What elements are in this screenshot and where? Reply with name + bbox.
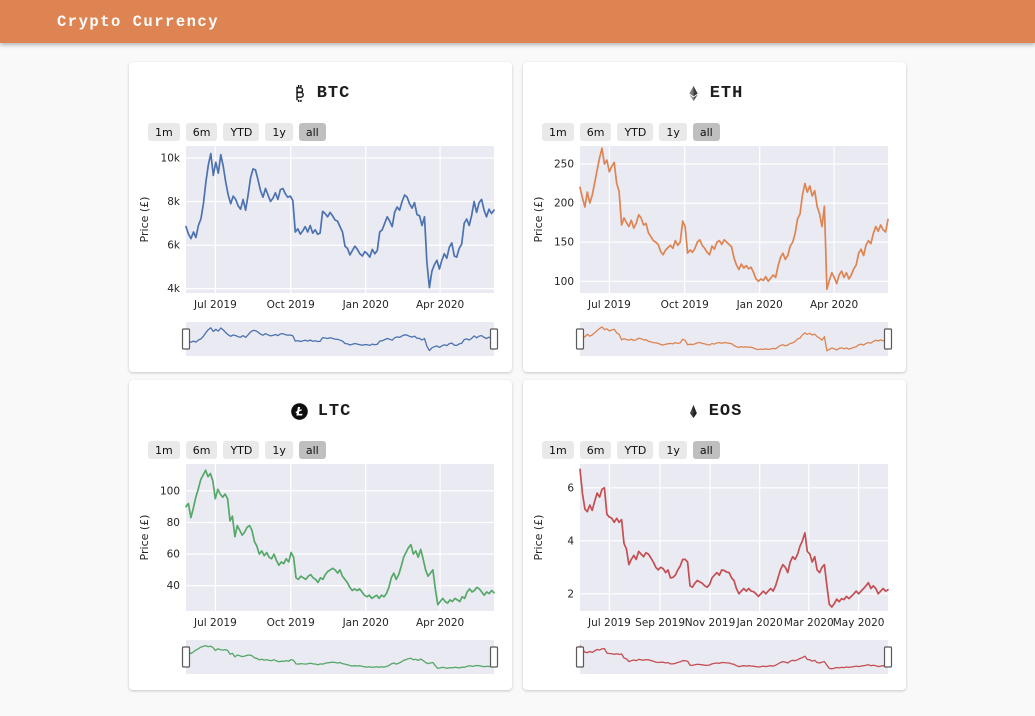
range-selector: 1m 6m YTD 1y all [148, 123, 512, 141]
svg-text:100: 100 [160, 485, 180, 497]
svg-text:Price (£): Price (£) [532, 515, 545, 561]
price-chart-btc[interactable]: 4k 6k 8k 10k Jul 2019 Oct 2019 Jan 2020 Apr 202… [129, 143, 512, 313]
range-button-ytd[interactable]: YTD [617, 441, 654, 459]
svg-text:Jan 2020: Jan 2020 [342, 299, 389, 311]
svg-text:150: 150 [554, 237, 574, 249]
range-button-all[interactable]: all [298, 441, 326, 459]
range-button-1y[interactable]: 1y [265, 123, 293, 141]
crypto-card-eth: ETH 1m 6m YTD 1y all 100 150 200 250 Jul 201… [523, 62, 906, 372]
eth-icon [686, 84, 701, 103]
nav-handle-right[interactable] [489, 646, 499, 668]
range-button-ytd[interactable]: YTD [617, 123, 654, 141]
range-button-1y[interactable]: 1y [265, 441, 293, 459]
svg-text:4: 4 [567, 535, 574, 547]
svg-text:Apr 2020: Apr 2020 [416, 299, 464, 311]
card-title: EOS [523, 399, 906, 423]
app-header: Crypto Currency [0, 0, 1035, 43]
svg-text:2: 2 [567, 588, 574, 600]
svg-text:Oct 2019: Oct 2019 [661, 299, 709, 311]
range-button-1m[interactable]: 1m [148, 123, 180, 141]
svg-text:10k: 10k [161, 153, 181, 165]
crypto-card-eos: EOS 1m 6m YTD 1y all 2 4 6 Jul 2019 Sep 2019… [523, 380, 906, 690]
range-button-all[interactable]: all [298, 123, 326, 141]
svg-text:Jul 2019: Jul 2019 [587, 617, 631, 629]
range-slider-ltc[interactable] [129, 637, 512, 677]
svg-text:Jul 2019: Jul 2019 [193, 617, 237, 629]
svg-text:Mar 2020: Mar 2020 [784, 617, 834, 629]
range-button-1y[interactable]: 1y [659, 123, 687, 141]
svg-text:8k: 8k [167, 196, 181, 208]
range-button-1m[interactable]: 1m [542, 123, 574, 141]
svg-text:Oct 2019: Oct 2019 [267, 617, 315, 629]
nav-handle-right[interactable] [883, 646, 893, 668]
range-slider-eos[interactable] [523, 637, 906, 677]
card-title-label: LTC [317, 401, 352, 421]
svg-text:Price (£): Price (£) [532, 197, 545, 243]
range-selector: 1m 6m YTD 1y all [542, 123, 906, 141]
btc-icon [291, 84, 308, 103]
price-chart-ltc[interactable]: 40 60 80 100 Jul 2019 Oct 2019 Jan 2020 Apr 202… [129, 461, 512, 631]
svg-text:80: 80 [167, 517, 180, 529]
svg-text:Nov 2019: Nov 2019 [685, 617, 736, 629]
range-button-all[interactable]: all [692, 441, 720, 459]
svg-text:6: 6 [567, 482, 574, 494]
svg-text:Price (£): Price (£) [138, 197, 151, 243]
app-title: Crypto Currency [57, 12, 220, 31]
svg-text:250: 250 [554, 159, 574, 171]
svg-text:100: 100 [554, 276, 574, 288]
svg-text:Ł: Ł [294, 405, 303, 418]
svg-text:6k: 6k [167, 240, 181, 252]
crypto-card-btc: BTC 1m 6m YTD 1y all 4k 6k 8k 10k Jul 2019 Oc… [129, 62, 512, 372]
range-selector: 1m 6m YTD 1y all [148, 441, 512, 459]
svg-text:Jan 2020: Jan 2020 [342, 617, 389, 629]
svg-text:60: 60 [167, 549, 180, 561]
nav-handle-left[interactable] [181, 328, 191, 350]
eos-icon [687, 402, 700, 421]
svg-text:40: 40 [167, 580, 180, 592]
range-button-1m[interactable]: 1m [542, 441, 574, 459]
range-selector: 1m 6m YTD 1y all [542, 441, 906, 459]
crypto-card-ltc: Ł LTC 1m 6m YTD 1y all 40 60 80 100 Jul 2019… [129, 380, 512, 690]
card-title: Ł LTC [129, 399, 512, 423]
range-button-ytd[interactable]: YTD [223, 123, 260, 141]
range-button-1m[interactable]: 1m [148, 441, 180, 459]
range-button-6m[interactable]: 6m [579, 441, 612, 459]
svg-text:Jul 2019: Jul 2019 [587, 299, 631, 311]
svg-text:May 2020: May 2020 [833, 617, 885, 629]
dashboard-grid: BTC 1m 6m YTD 1y all 4k 6k 8k 10k Jul 2019 Oc… [129, 62, 906, 690]
card-title: BTC [129, 81, 512, 105]
nav-handle-right[interactable] [489, 328, 499, 350]
nav-handle-left[interactable] [181, 646, 191, 668]
svg-text:Apr 2020: Apr 2020 [416, 617, 464, 629]
svg-text:Jan 2020: Jan 2020 [736, 299, 783, 311]
svg-text:200: 200 [554, 198, 574, 210]
ltc-icon: Ł [290, 402, 309, 421]
card-title-label: BTC [316, 83, 351, 103]
svg-text:Sep 2019: Sep 2019 [635, 617, 685, 629]
svg-text:4k: 4k [167, 283, 181, 295]
card-title-label: ETH [709, 83, 744, 103]
card-title: ETH [523, 81, 906, 105]
nav-handle-right[interactable] [883, 328, 893, 350]
range-button-6m[interactable]: 6m [185, 123, 218, 141]
range-slider-eth[interactable] [523, 319, 906, 359]
nav-handle-left[interactable] [575, 328, 585, 350]
range-button-all[interactable]: all [692, 123, 720, 141]
nav-handle-left[interactable] [575, 646, 585, 668]
range-button-ytd[interactable]: YTD [223, 441, 260, 459]
svg-text:Price (£): Price (£) [138, 515, 151, 561]
range-button-6m[interactable]: 6m [185, 441, 218, 459]
price-chart-eos[interactable]: 2 4 6 Jul 2019 Sep 2019 Nov 2019 Jan 2020 Mar 2… [523, 461, 906, 631]
svg-text:Apr 2020: Apr 2020 [810, 299, 858, 311]
svg-text:Jul 2019: Jul 2019 [193, 299, 237, 311]
card-title-label: EOS [708, 401, 743, 421]
range-button-6m[interactable]: 6m [579, 123, 612, 141]
price-chart-eth[interactable]: 100 150 200 250 Jul 2019 Oct 2019 Jan 2020 Apr … [523, 143, 906, 313]
svg-text:Jan 2020: Jan 2020 [736, 617, 783, 629]
range-button-1y[interactable]: 1y [659, 441, 687, 459]
svg-text:Oct 2019: Oct 2019 [267, 299, 315, 311]
range-slider-btc[interactable] [129, 319, 512, 359]
